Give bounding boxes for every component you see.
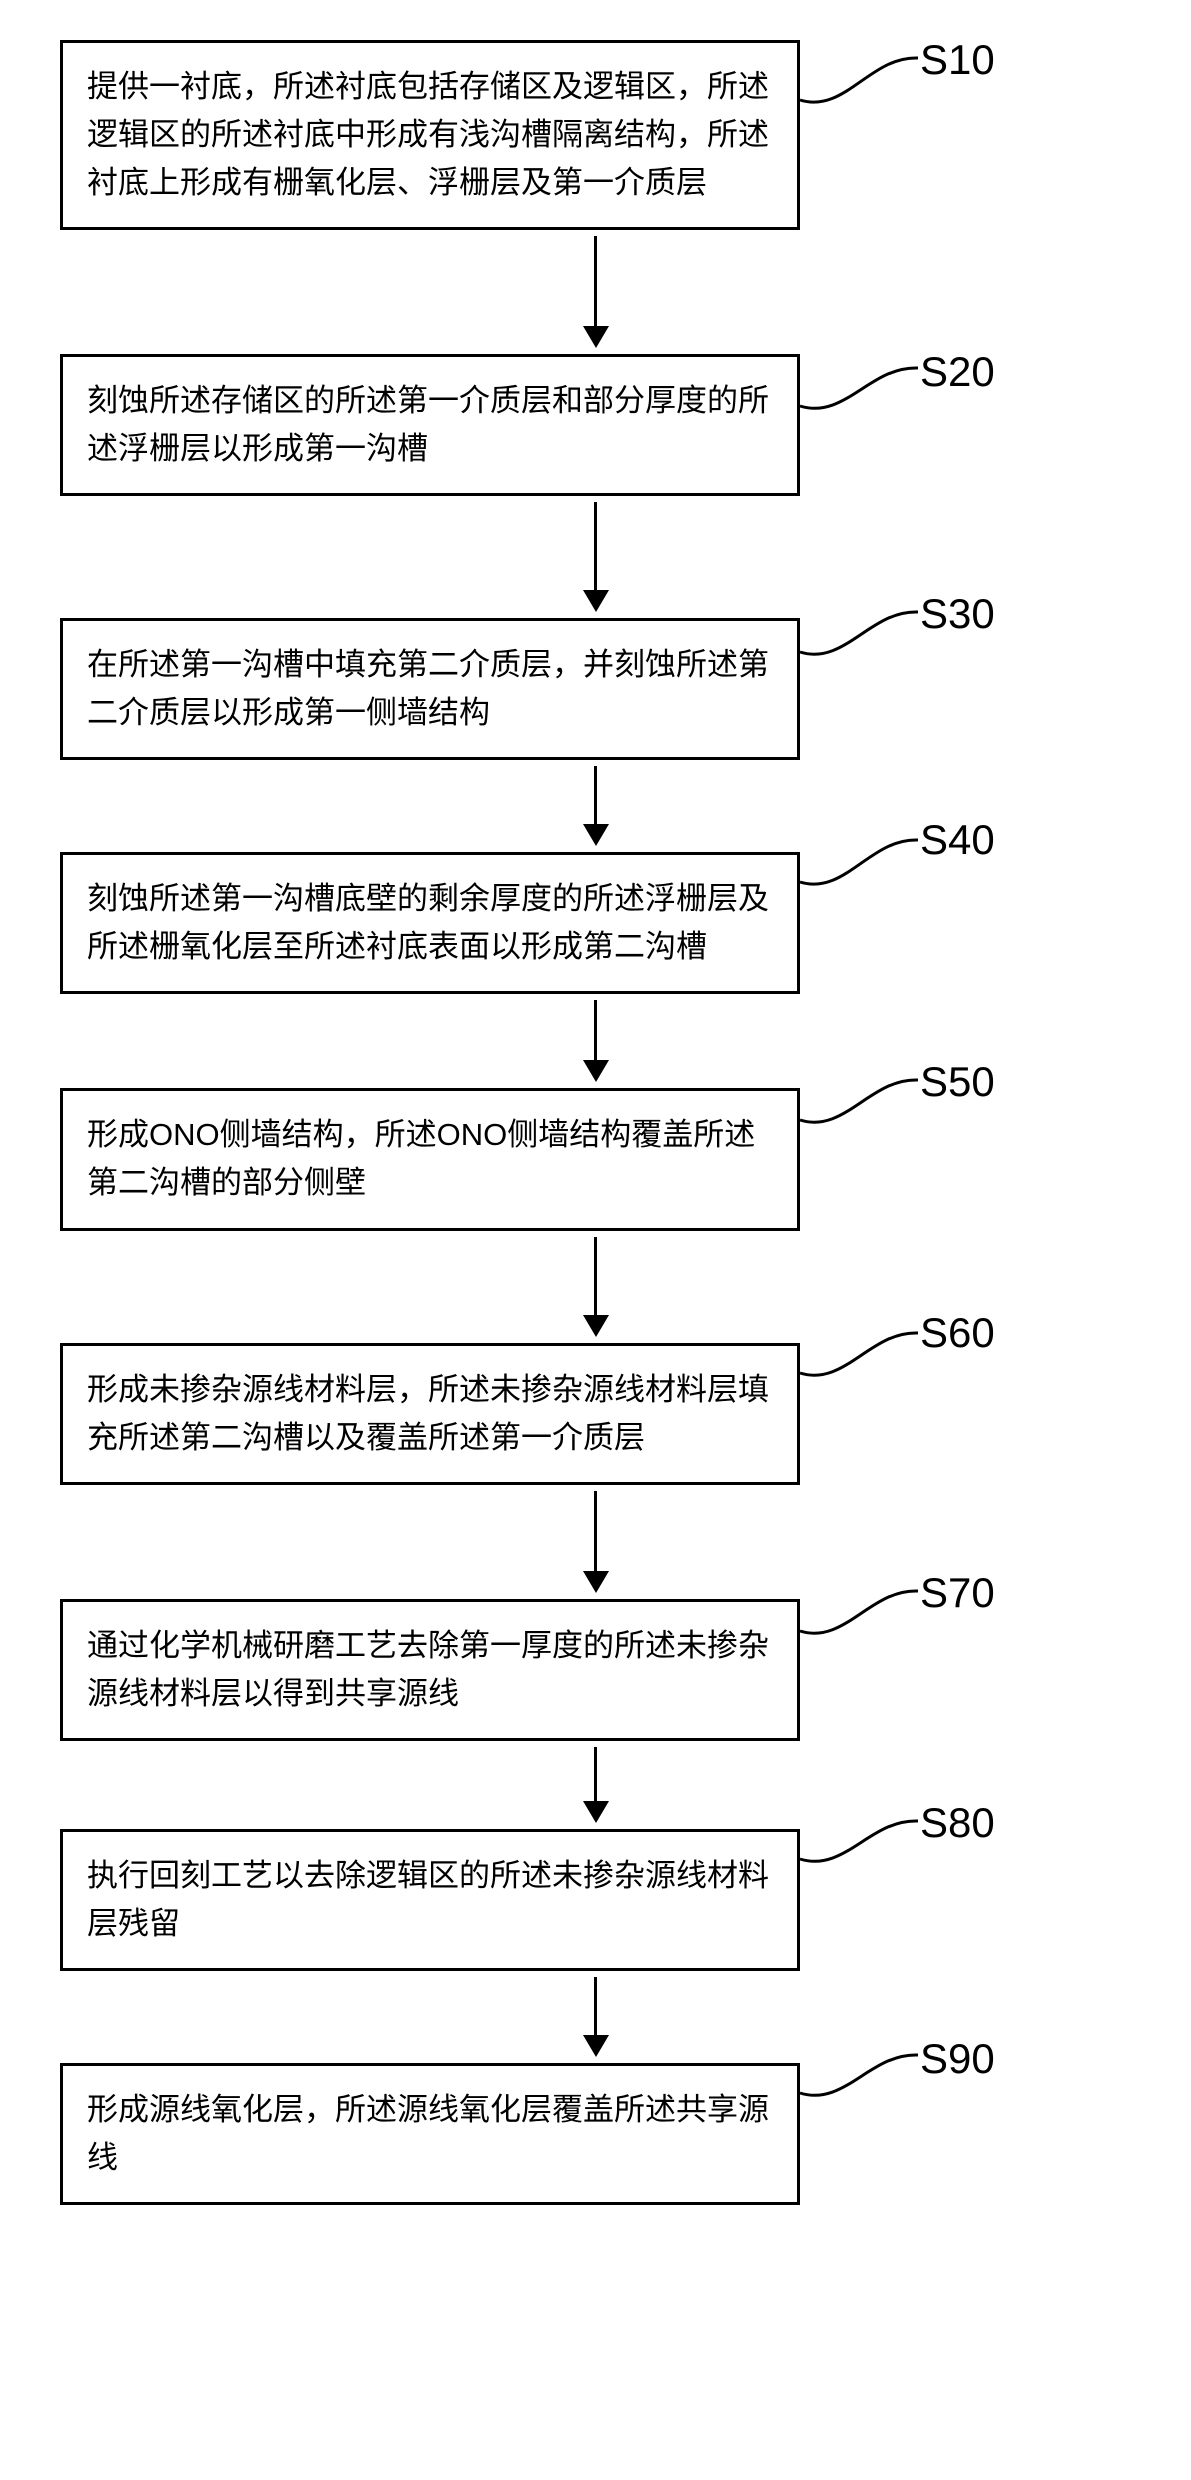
connector-curve-icon [800,1559,930,1739]
step-row: 执行回刻工艺以去除逻辑区的所述未掺杂源线材料层残留S80 [60,1829,1131,1971]
step-row: 刻蚀所述存储区的所述第一介质层和部分厚度的所述浮栅层以形成第一沟槽S20 [60,354,1131,496]
step-box: 形成源线氧化层，所述源线氧化层覆盖所述共享源线 [60,2063,800,2205]
connector-curve-icon [800,1789,930,1969]
step-label: S10 [920,36,995,84]
arrow-line [594,1491,597,1571]
connector-curve-icon [800,0,930,180]
step-label: S60 [920,1309,995,1357]
arrow-line [594,1747,597,1801]
arrow-head [583,824,609,846]
connector-curve-icon [800,1048,930,1228]
connector-curve-icon [800,1303,930,1483]
connector-curve-icon [800,812,930,992]
step-box: 刻蚀所述存储区的所述第一介质层和部分厚度的所述浮栅层以形成第一沟槽 [60,354,800,496]
flowchart-container: 提供一衬底，所述衬底包括存储区及逻辑区，所述逻辑区的所述衬底中形成有浅沟槽隔离结… [60,40,1131,2205]
step-row: 形成源线氧化层，所述源线氧化层覆盖所述共享源线S90 [60,2063,1131,2205]
step-label: S90 [920,2035,995,2083]
step-row: 刻蚀所述第一沟槽底壁的剩余厚度的所述浮栅层及所述栅氧化层至所述衬底表面以形成第二… [60,852,1131,994]
step-box: 形成未掺杂源线材料层，所述未掺杂源线材料层填充所述第二沟槽以及覆盖所述第一介质层 [60,1343,800,1485]
step-box: 在所述第一沟槽中填充第二介质层，并刻蚀所述第二介质层以形成第一侧墙结构 [60,618,800,760]
arrow-head [583,1315,609,1337]
arrow-line [594,502,597,590]
step-row: 提供一衬底，所述衬底包括存储区及逻辑区，所述逻辑区的所述衬底中形成有浅沟槽隔离结… [60,40,1131,230]
arrow-line [594,1000,597,1060]
arrow-head [583,1571,609,1593]
step-label: S40 [920,816,995,864]
arrow-head [583,1801,609,1823]
step-row: 在所述第一沟槽中填充第二介质层，并刻蚀所述第二介质层以形成第一侧墙结构S30 [60,618,1131,760]
step-label: S20 [920,348,995,396]
step-row: 通过化学机械研磨工艺去除第一厚度的所述未掺杂源线材料层以得到共享源线S70 [60,1599,1131,1741]
step-box: 形成ONO侧墙结构，所述ONO侧墙结构覆盖所述第二沟槽的部分侧壁 [60,1088,800,1230]
arrow-head [583,1060,609,1082]
arrow-line [594,236,597,326]
step-box: 执行回刻工艺以去除逻辑区的所述未掺杂源线材料层残留 [60,1829,800,1971]
step-row: 形成ONO侧墙结构，所述ONO侧墙结构覆盖所述第二沟槽的部分侧壁S50 [60,1088,1131,1230]
arrow-line [594,1237,597,1315]
arrow-head [583,2035,609,2057]
arrow-line [594,1977,597,2035]
step-box: 通过化学机械研磨工艺去除第一厚度的所述未掺杂源线材料层以得到共享源线 [60,1599,800,1741]
connector-curve-icon [800,314,930,494]
step-row: 形成未掺杂源线材料层，所述未掺杂源线材料层填充所述第二沟槽以及覆盖所述第一介质层… [60,1343,1131,1485]
step-box: 提供一衬底，所述衬底包括存储区及逻辑区，所述逻辑区的所述衬底中形成有浅沟槽隔离结… [60,40,800,230]
step-label: S80 [920,1799,995,1847]
connector-curve-icon [800,578,930,758]
arrow-head [583,326,609,348]
step-label: S70 [920,1569,995,1617]
connector-curve-icon [800,2023,930,2203]
arrow-line [594,766,597,824]
arrow-head [583,590,609,612]
step-label: S30 [920,590,995,638]
step-label: S50 [920,1058,995,1106]
step-box: 刻蚀所述第一沟槽底壁的剩余厚度的所述浮栅层及所述栅氧化层至所述衬底表面以形成第二… [60,852,800,994]
